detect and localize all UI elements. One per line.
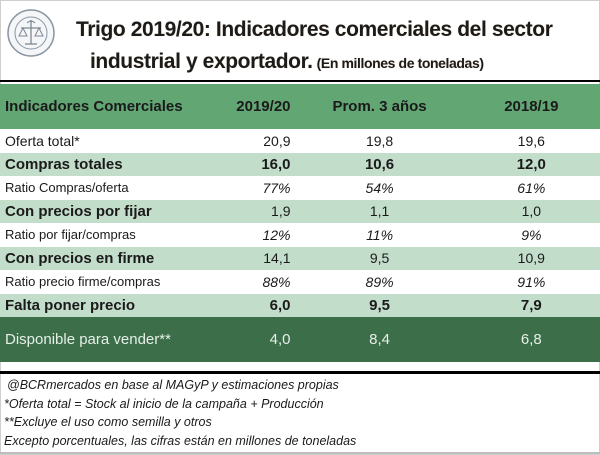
cell-value: 14,1 bbox=[221, 245, 297, 270]
title-header: Trigo 2019/20: Indicadores comerciales d… bbox=[0, 0, 600, 82]
cell-value: 4,0 bbox=[269, 331, 291, 348]
row-label: Con precios en firme bbox=[0, 245, 221, 270]
cell-value: 10,9 bbox=[462, 245, 600, 270]
cell-value: 7,9 bbox=[462, 292, 600, 317]
cell-value: 54% bbox=[296, 175, 463, 199]
cell-value: 8,4 bbox=[369, 331, 390, 348]
table-header-row: Indicadores Comerciales 2019/20 Prom. 3 … bbox=[0, 84, 600, 129]
cell-value: 19,6 bbox=[462, 128, 600, 152]
table-row: Ratio Compras/oferta 77% 54% 61% bbox=[0, 175, 600, 199]
cell-value: 9% bbox=[462, 222, 600, 246]
cell-value: 91% bbox=[462, 269, 600, 293]
cell-value: 77% bbox=[221, 175, 297, 199]
cell-value: 9,5 bbox=[296, 292, 463, 317]
cell-value: 1,1 bbox=[296, 198, 463, 223]
cell-value: 1,0 bbox=[462, 198, 600, 223]
footnote-units: Excepto porcentuales, las cifras están e… bbox=[4, 433, 357, 448]
title-line-2: industrial y exportador. (En millones de … bbox=[90, 50, 484, 74]
title-line-1: Trigo 2019/20: Indicadores comerciales d… bbox=[76, 18, 553, 41]
cell-value: 1,9 bbox=[221, 198, 297, 223]
cell-value: 11% bbox=[296, 222, 463, 246]
cell-value: 9,5 bbox=[296, 245, 463, 270]
table-row: Compras totales 16,0 10,6 12,0 bbox=[0, 151, 600, 176]
footnote-disponible: **Excluye el uso como semilla y otros bbox=[4, 415, 212, 429]
row-label: Oferta total* bbox=[0, 128, 221, 152]
row-label: Ratio precio firme/compras bbox=[0, 269, 221, 293]
cell-value: 6,0 bbox=[221, 292, 297, 317]
table-row: Ratio por fijar/compras 12% 11% 9% bbox=[0, 222, 600, 246]
cell-value: 16,0 bbox=[221, 151, 297, 176]
table-row: Ratio precio firme/compras 88% 89% 91% bbox=[0, 269, 600, 293]
cell-value: 6,8 bbox=[520, 331, 542, 348]
column-header-2018-19: 2018/19 bbox=[504, 97, 559, 115]
bottom-border bbox=[0, 452, 600, 454]
table-row: Con precios por fijar 1,9 1,1 1,0 bbox=[0, 198, 600, 223]
cell-value: 88% bbox=[221, 269, 297, 293]
table-row: Con precios en firme 14,1 9,5 10,9 bbox=[0, 245, 600, 270]
row-label: Compras totales bbox=[0, 151, 221, 176]
row-label: Disponible para vender** bbox=[5, 331, 171, 348]
cell-value: 12,0 bbox=[462, 151, 600, 176]
cell-value: 12% bbox=[221, 222, 297, 246]
source-note: @BCRmercados en base al MAGyP y estimaci… bbox=[7, 378, 339, 392]
title-line-2-text: industrial y exportador. bbox=[90, 50, 313, 73]
cell-value: 61% bbox=[462, 175, 600, 199]
footnotes: @BCRmercados en base al MAGyP y estimaci… bbox=[0, 371, 600, 450]
cell-value: 20,9 bbox=[221, 128, 297, 152]
cell-value: 89% bbox=[296, 269, 463, 293]
column-header-avg-3-years: Prom. 3 años bbox=[332, 97, 427, 115]
table-row: Oferta total* 20,9 19,8 19,6 bbox=[0, 128, 600, 152]
table-row: Falta poner precio 6,0 9,5 7,9 bbox=[0, 292, 600, 317]
indicators-table: Indicadores Comerciales 2019/20 Prom. 3 … bbox=[0, 84, 600, 362]
row-label: Ratio Compras/oferta bbox=[0, 175, 221, 199]
column-header-2019-20: 2019/20 bbox=[236, 97, 291, 115]
table-row-highlight: Disponible para vender** 4,0 8,4 6,8 bbox=[0, 317, 600, 362]
footnote-oferta: *Oferta total = Stock al inicio de la ca… bbox=[4, 396, 324, 411]
cell-value: 10,6 bbox=[296, 151, 463, 176]
cell-value: 19,8 bbox=[296, 128, 463, 152]
row-label: Con precios por fijar bbox=[0, 198, 221, 223]
bcr-seal-icon bbox=[7, 9, 55, 57]
title-unit: (En millones de toneladas) bbox=[316, 55, 484, 71]
row-label: Falta poner precio bbox=[0, 292, 221, 317]
column-header-indicator: Indicadores Comerciales bbox=[5, 97, 183, 115]
row-label: Ratio por fijar/compras bbox=[0, 222, 221, 246]
